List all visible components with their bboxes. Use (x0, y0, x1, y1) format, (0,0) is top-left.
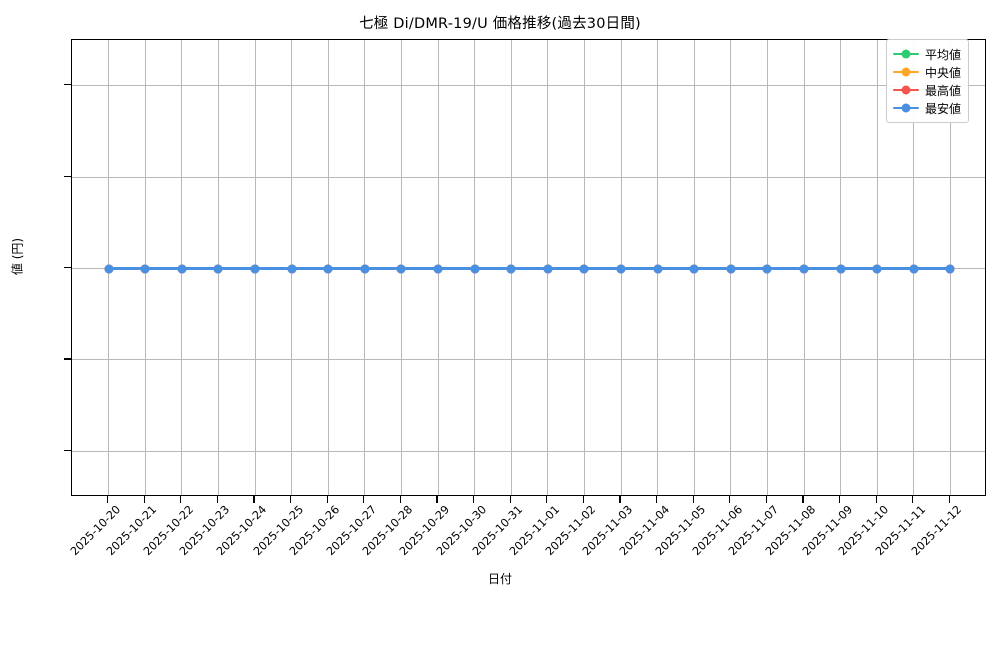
x-tick-mark (546, 496, 548, 503)
x-tick-mark (838, 496, 841, 503)
x-tick-mark (619, 496, 621, 503)
series-line-segment (804, 267, 841, 270)
legend-label: 平均値 (925, 47, 962, 62)
legend-label: 最高値 (925, 83, 962, 98)
data-point-marker (616, 264, 626, 273)
x-tick-mark (875, 496, 877, 503)
y-tick-mark (64, 449, 71, 452)
gridline-horizontal (72, 176, 985, 178)
chart-legend[interactable]: 平均値中央値最高値最安値 (886, 39, 970, 123)
plot-area (71, 39, 986, 496)
legend-item-4[interactable]: 最安値 (893, 99, 961, 117)
series-line-segment (584, 267, 621, 270)
series-line-segment (401, 267, 438, 270)
y-tick-mark (64, 84, 71, 86)
data-point-marker (250, 264, 260, 273)
data-point-marker (762, 264, 772, 273)
series-line-segment (328, 267, 365, 270)
x-tick-mark (729, 496, 731, 503)
series-line-segment (218, 267, 255, 270)
x-tick-mark (363, 496, 365, 503)
data-point-marker (140, 264, 150, 273)
data-point-marker (506, 264, 516, 273)
legend-swatch-icon (893, 102, 919, 114)
data-point-marker (104, 264, 114, 273)
x-tick-mark (802, 496, 804, 503)
x-tick-mark (106, 496, 109, 503)
gridline-horizontal (72, 359, 985, 361)
series-line-segment (364, 267, 402, 270)
legend-swatch-icon (893, 84, 919, 96)
series-line-segment (181, 267, 219, 270)
series-line-segment (621, 267, 658, 270)
x-tick-mark (326, 496, 328, 503)
legend-swatch-icon (893, 66, 919, 78)
series-line-segment (145, 267, 182, 270)
x-tick-mark (180, 496, 182, 503)
chart-title: 七極 Di/DMR-19/U 価格推移(過去30日間) (359, 16, 641, 32)
data-point-marker (360, 264, 370, 273)
chart-figure: 七極 Di/DMR-19/U 価格推移(過去30日間) 値 (円) 日付 9.6… (10, 16, 986, 586)
series-line-segment (877, 267, 914, 270)
data-point-marker (287, 264, 297, 273)
x-tick-mark (582, 496, 585, 503)
legend-item-3[interactable]: 最高値 (893, 81, 961, 99)
legend-swatch-icon (893, 48, 919, 60)
data-point-marker (433, 264, 443, 273)
data-point-marker (213, 264, 223, 273)
data-point-marker (653, 264, 663, 273)
y-tick-mark (64, 358, 71, 360)
y-axis-label: 値 (円) (10, 237, 25, 276)
series-line-segment (913, 267, 951, 270)
x-tick-mark (692, 496, 694, 503)
x-tick-mark (655, 496, 658, 503)
series-line-segment (767, 267, 804, 270)
series-line-segment (108, 267, 146, 270)
x-axis-label: 日付 (487, 572, 512, 586)
series-line-segment (840, 267, 878, 270)
x-tick-mark (948, 496, 951, 503)
x-tick-mark (509, 496, 511, 503)
data-point-marker (470, 264, 480, 273)
data-point-marker (689, 264, 699, 273)
gridline-horizontal (72, 85, 985, 87)
data-point-marker (726, 264, 736, 273)
x-tick-mark (216, 496, 219, 503)
data-point-marker (872, 264, 882, 273)
data-point-marker (396, 264, 406, 273)
y-tick-mark (64, 175, 71, 177)
data-point-marker (945, 264, 955, 273)
x-tick-mark (472, 496, 475, 503)
y-tick-mark (64, 267, 71, 269)
legend-item-1[interactable]: 平均値 (893, 45, 961, 63)
data-point-marker (177, 264, 187, 273)
data-point-marker (799, 264, 809, 273)
gridline-horizontal (72, 450, 985, 452)
legend-label: 中央値 (925, 65, 962, 80)
data-point-marker (543, 264, 553, 273)
data-point-marker (909, 264, 919, 273)
series-line-segment (291, 267, 329, 270)
series-line-segment (511, 267, 548, 270)
series-line-segment (255, 267, 292, 270)
legend-item-2[interactable]: 中央値 (893, 63, 961, 81)
series-line-segment (730, 267, 768, 270)
data-point-marker (836, 264, 846, 273)
x-tick-mark (399, 496, 402, 503)
series-line-segment (438, 267, 475, 270)
x-tick-mark (253, 496, 255, 503)
data-point-marker (323, 264, 333, 273)
x-tick-mark (436, 496, 438, 503)
x-tick-mark (765, 496, 768, 503)
series-4 (72, 40, 985, 495)
series-line-segment (657, 267, 695, 270)
series-line-segment (474, 267, 512, 270)
series-line-segment (694, 267, 731, 270)
series-line-segment (547, 267, 585, 270)
data-point-marker (579, 264, 589, 273)
x-tick-mark (143, 496, 145, 503)
x-tick-mark (912, 496, 914, 503)
x-tick-mark (289, 496, 292, 503)
legend-label: 最安値 (925, 101, 962, 116)
